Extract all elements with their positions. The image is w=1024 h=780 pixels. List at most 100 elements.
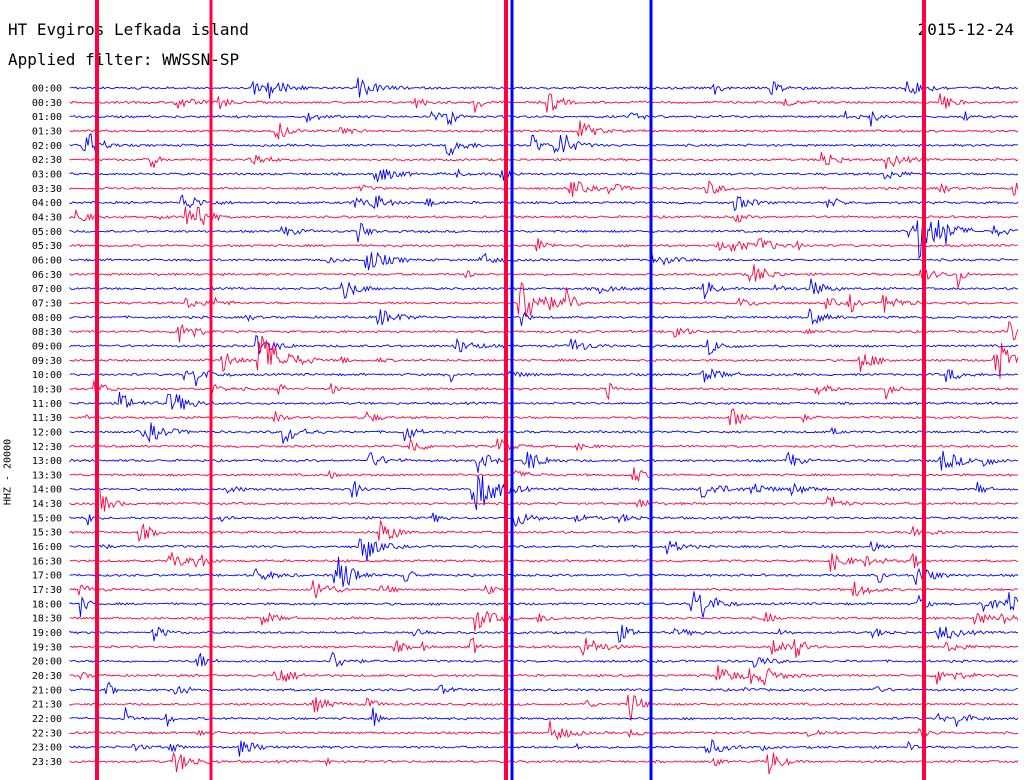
- trace-line: [69, 651, 1019, 668]
- time-tick-label: 05:30: [32, 241, 62, 252]
- trace-line: [69, 707, 1019, 727]
- trace-line: [69, 751, 1019, 775]
- trace-line: [69, 251, 1019, 271]
- time-tick-label: 23:30: [32, 757, 62, 768]
- station-title: HT Evgiros Lefkada island: [8, 20, 249, 39]
- time-tick-label: 01:00: [32, 112, 62, 123]
- time-tick-label: 21:30: [32, 700, 62, 711]
- trace-line: [69, 624, 1019, 643]
- time-tick-label: 07:00: [32, 284, 62, 295]
- trace-line: [69, 467, 1019, 482]
- time-tick-label: 03:30: [32, 184, 62, 195]
- trace-line: [69, 694, 1019, 721]
- trace-line: [69, 334, 1019, 356]
- time-tick-label: 19:00: [32, 628, 62, 639]
- trace-line: [69, 538, 1019, 562]
- time-tick-label: 01:30: [32, 126, 62, 137]
- time-tick-label: 03:00: [32, 169, 62, 180]
- trace-line: [69, 408, 1019, 426]
- trace-line: [69, 637, 1019, 658]
- time-tick-label: 00:30: [32, 98, 62, 109]
- trace-line: [69, 152, 1019, 170]
- time-tick-label: 18:00: [32, 599, 62, 610]
- trace-line: [69, 77, 1019, 99]
- trace-line: [69, 367, 1019, 387]
- time-tick-label: 22:00: [32, 714, 62, 725]
- trace-line: [69, 206, 1019, 225]
- time-tick-label: 13:00: [32, 456, 62, 467]
- time-tick-label: 21:00: [32, 685, 62, 696]
- time-tick-label: 22:30: [32, 728, 62, 739]
- trace-line: [69, 720, 1019, 741]
- time-tick-label: 18:30: [32, 614, 62, 625]
- time-tick-label: 16:00: [32, 542, 62, 553]
- time-tick-label: 15:30: [32, 528, 62, 539]
- record-date: 2015-12-24: [917, 20, 1014, 39]
- time-tick-label: 06:30: [32, 270, 62, 281]
- trace-line: [69, 422, 1019, 444]
- time-tick-label: 14:30: [32, 499, 62, 510]
- time-tick-label: 05:00: [32, 227, 62, 238]
- traces: [69, 77, 1019, 775]
- trace-line: [69, 282, 1019, 318]
- time-tick-label: 12:00: [32, 427, 62, 438]
- trace-line: [69, 93, 1019, 113]
- trace-line: [69, 320, 1019, 343]
- time-tick-label: 11:00: [32, 399, 62, 410]
- time-tick-label: 23:00: [32, 743, 62, 754]
- trace-line: [69, 380, 1019, 401]
- time-tick-label: 04:30: [32, 212, 62, 223]
- trace-line: [69, 552, 1019, 572]
- time-tick-label: 15:00: [32, 513, 62, 524]
- time-tick-label: 09:30: [32, 356, 62, 367]
- trace-line: [69, 278, 1019, 299]
- time-tick-label: 08:00: [32, 313, 62, 324]
- trace-line: [69, 212, 1019, 259]
- time-tick-label: 06:00: [32, 255, 62, 266]
- time-tick-label: 00:00: [32, 84, 62, 95]
- trace-line: [69, 438, 1018, 452]
- trace-line: [69, 591, 1019, 618]
- time-tick-label: 17:30: [32, 585, 62, 596]
- time-tick-label: 19:30: [32, 642, 62, 653]
- trace-line: [69, 738, 1019, 757]
- time-tick-label: 11:30: [32, 413, 62, 424]
- trace-line: [69, 450, 1019, 473]
- trace-line: [69, 335, 1019, 379]
- trace-line: [69, 120, 1019, 140]
- time-tick-label: 04:00: [32, 198, 62, 209]
- trace-line: [69, 168, 1019, 183]
- time-tick-label: 20:00: [32, 657, 62, 668]
- trace-line: [69, 475, 1019, 511]
- time-tick-label: 12:30: [32, 442, 62, 453]
- time-tick-label: 14:00: [32, 485, 62, 496]
- time-tick-label: 13:30: [32, 470, 62, 481]
- trace-line: [69, 194, 1019, 212]
- trace-line: [69, 180, 1019, 197]
- time-tick-label: 10:00: [32, 370, 62, 381]
- filter-label: Applied filter: WWSSN-SP: [8, 50, 240, 69]
- trace-line: [69, 520, 1018, 543]
- trace-line: [69, 392, 1019, 410]
- time-tick-label: 08:30: [32, 327, 62, 338]
- time-tick-label: 17:00: [32, 571, 62, 582]
- trace-line: [69, 610, 1019, 632]
- trace-line: [69, 133, 1018, 157]
- trace-line: [69, 512, 1019, 528]
- time-tick-label: 07:30: [32, 298, 62, 309]
- trace-line: [69, 307, 1019, 326]
- trace-line: [69, 580, 1019, 599]
- time-tick-label: 16:30: [32, 556, 62, 567]
- time-tick-label: 09:00: [32, 341, 62, 352]
- trace-line: [69, 681, 1019, 695]
- trace-line: [69, 556, 1019, 587]
- trace-line: [69, 665, 1019, 686]
- trace-line: [69, 489, 1019, 512]
- trace-line: [69, 237, 1018, 253]
- time-tick-label: 20:30: [32, 671, 62, 682]
- time-tick-label: 10:30: [32, 384, 62, 395]
- trace-line: [69, 110, 1019, 127]
- trace-line: [69, 264, 1019, 288]
- time-tick-label: 02:30: [32, 155, 62, 166]
